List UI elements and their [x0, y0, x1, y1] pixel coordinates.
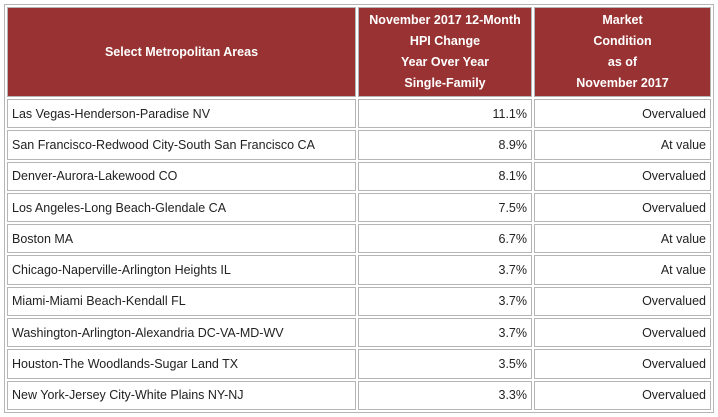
table-row: Miami-Miami Beach-Kendall FL 3.7% Overva…: [7, 286, 711, 317]
market-condition-cell: Overvalued: [534, 99, 711, 129]
table-row: Boston MA 6.7% At value: [7, 224, 711, 254]
area-cell: San Francisco-Redwood City-South San Fra…: [7, 130, 356, 160]
header-hpi-change-line: November 2017 12-Month: [369, 13, 521, 27]
area-cell: Las Vegas-Henderson-Paradise NV: [7, 99, 356, 129]
table-header: Select Metropolitan Areas November 2017 …: [7, 7, 711, 97]
hpi-change-cell: 3.7%: [358, 318, 532, 348]
hpi-change-cell: 6.7%: [358, 224, 532, 254]
table-row: Denver-Aurora-Lakewood CO 8.1% Overvalue…: [7, 161, 711, 191]
market-condition-cell: Overvalued: [534, 318, 711, 348]
hpi-change-cell: 8.9%: [358, 130, 532, 160]
table-row: Houston-The Woodlands-Sugar Land TX 3.5%…: [7, 349, 711, 379]
table-row: New York-Jersey City-White Plains NY-NJ …: [7, 380, 711, 410]
market-condition-cell: At value: [534, 224, 711, 254]
hpi-table: Select Metropolitan Areas November 2017 …: [4, 4, 714, 413]
market-condition-cell: Overvalued: [534, 161, 711, 191]
hpi-change-cell: 3.5%: [358, 349, 532, 379]
table-row: Chicago-Naperville-Arlington Heights IL …: [7, 255, 711, 285]
market-condition-cell: Overvalued: [534, 380, 711, 410]
table-row: San Francisco-Redwood City-South San Fra…: [7, 130, 711, 160]
header-hpi-change: November 2017 12-Month HPI Change Year O…: [358, 7, 532, 97]
table-body: Las Vegas-Henderson-Paradise NV 11.1% Ov…: [7, 99, 711, 410]
market-condition-cell: Overvalued: [534, 286, 711, 317]
header-area: Select Metropolitan Areas: [7, 7, 356, 97]
area-cell: Chicago-Naperville-Arlington Heights IL: [7, 255, 356, 285]
market-condition-cell: At value: [534, 130, 711, 160]
header-market-condition-line: Condition: [593, 34, 652, 48]
area-cell: Los Angeles-Long Beach-Glendale CA: [7, 192, 356, 223]
area-cell: Denver-Aurora-Lakewood CO: [7, 161, 356, 191]
table-row: Los Angeles-Long Beach-Glendale CA 7.5% …: [7, 192, 711, 223]
header-hpi-change-line: Year Over Year: [400, 55, 490, 69]
header-row: Select Metropolitan Areas November 2017 …: [7, 7, 711, 97]
hpi-change-cell: 3.7%: [358, 286, 532, 317]
market-condition-cell: Overvalued: [534, 349, 711, 379]
table-row: Washington-Arlington-Alexandria DC-VA-MD…: [7, 318, 711, 348]
header-market-condition: Market Condition as of November 2017: [534, 7, 711, 97]
header-market-condition-line: as of: [607, 55, 638, 69]
market-condition-cell: Overvalued: [534, 192, 711, 223]
area-cell: Houston-The Woodlands-Sugar Land TX: [7, 349, 356, 379]
hpi-change-cell: 3.3%: [358, 380, 532, 410]
header-hpi-change-line: Single-Family: [404, 76, 486, 90]
hpi-change-cell: 3.7%: [358, 255, 532, 285]
area-cell: New York-Jersey City-White Plains NY-NJ: [7, 380, 356, 410]
hpi-change-cell: 8.1%: [358, 161, 532, 191]
area-cell: Washington-Arlington-Alexandria DC-VA-MD…: [7, 318, 356, 348]
table-row: Las Vegas-Henderson-Paradise NV 11.1% Ov…: [7, 99, 711, 129]
header-market-condition-line: November 2017: [576, 76, 669, 90]
header-hpi-change-line: HPI Change: [409, 34, 481, 48]
hpi-change-cell: 11.1%: [358, 99, 532, 129]
area-cell: Boston MA: [7, 224, 356, 254]
market-condition-cell: At value: [534, 255, 711, 285]
hpi-change-cell: 7.5%: [358, 192, 532, 223]
area-cell: Miami-Miami Beach-Kendall FL: [7, 286, 356, 317]
header-market-condition-line: Market: [602, 13, 643, 27]
